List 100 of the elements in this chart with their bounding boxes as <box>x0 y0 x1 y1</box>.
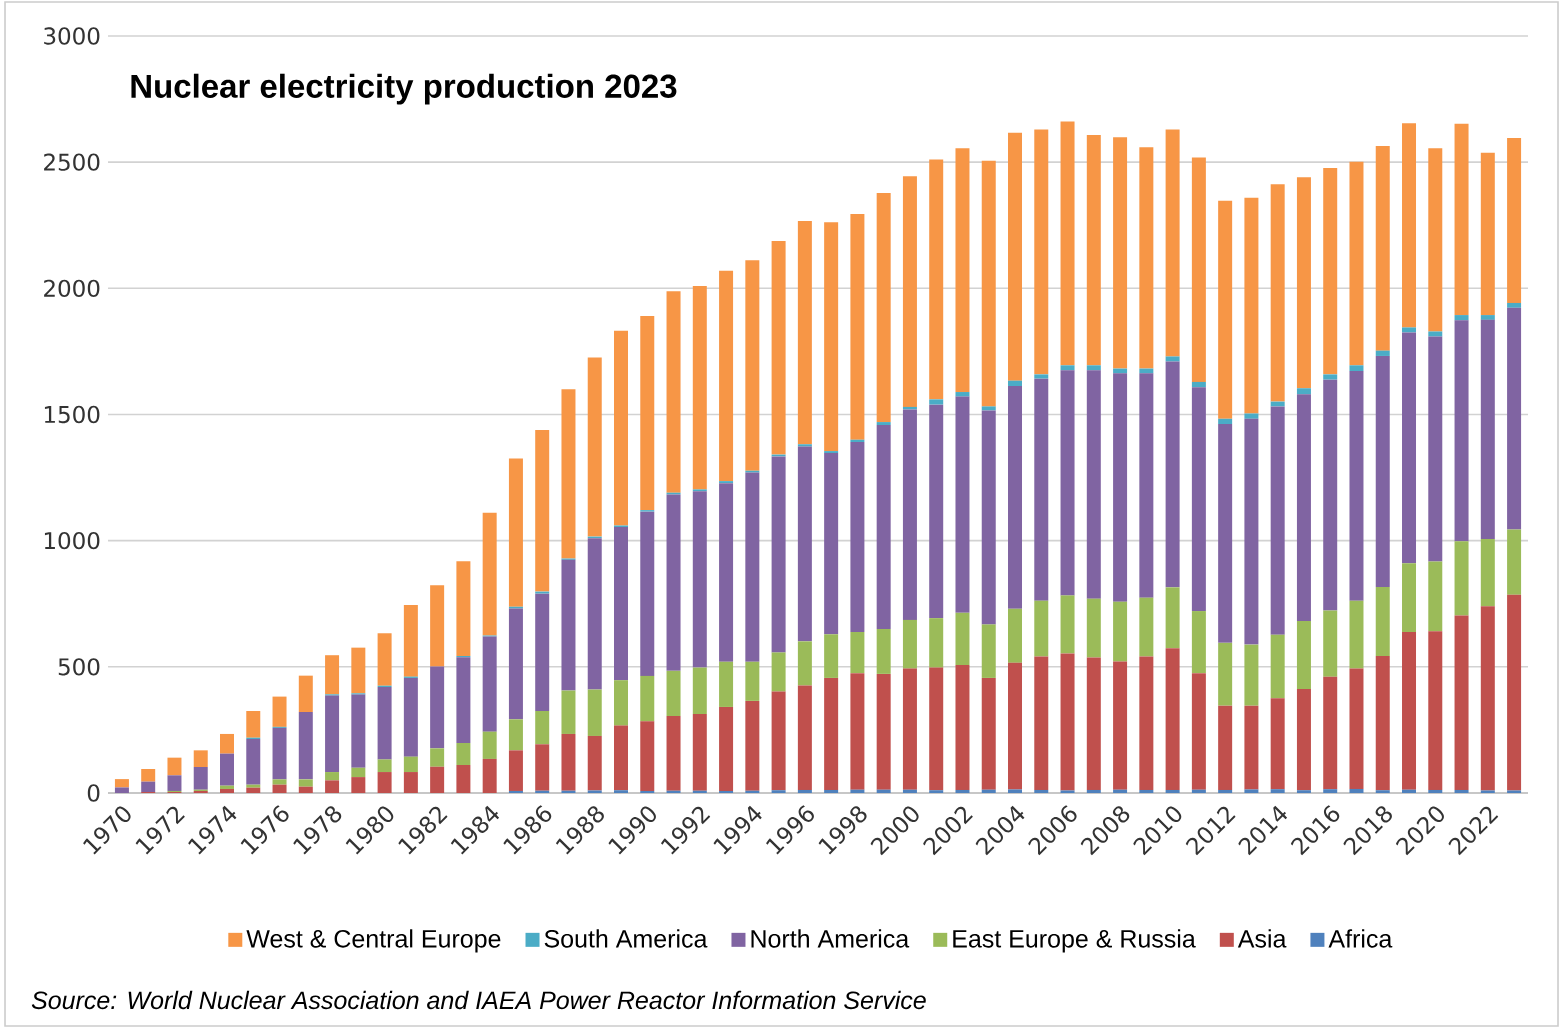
bar <box>876 789 891 793</box>
bar <box>1349 788 1364 793</box>
bar <box>692 714 707 791</box>
bar <box>1323 167 1338 375</box>
bar <box>351 647 366 694</box>
bar <box>1034 378 1049 601</box>
bar <box>272 779 287 785</box>
bar <box>771 652 786 692</box>
bar <box>1349 365 1364 372</box>
bar <box>902 409 917 620</box>
bar <box>508 458 523 607</box>
bar <box>797 220 812 445</box>
bar <box>1139 789 1154 793</box>
bar <box>482 636 497 732</box>
bar <box>929 399 944 405</box>
bar <box>1454 123 1469 316</box>
bar <box>929 790 944 793</box>
bar <box>1244 197 1259 414</box>
bar <box>587 538 602 690</box>
bar <box>955 392 970 397</box>
bar <box>850 213 865 440</box>
bar <box>587 689 602 736</box>
bar <box>1375 350 1390 356</box>
bar <box>1218 424 1233 643</box>
bar <box>377 633 392 686</box>
bar <box>1454 789 1469 793</box>
bar <box>1402 632 1417 790</box>
bar <box>1139 373 1154 598</box>
bar <box>1296 620 1311 690</box>
bar <box>272 727 287 780</box>
bar <box>614 330 628 526</box>
legend-label: West & Central Europe <box>246 929 501 953</box>
bar <box>1034 789 1049 793</box>
bar <box>745 260 760 471</box>
bar <box>561 559 576 691</box>
bar <box>902 176 917 407</box>
bar <box>456 764 471 793</box>
bar <box>719 790 734 793</box>
bar <box>640 316 655 511</box>
bar <box>824 634 839 678</box>
bar <box>1139 147 1154 369</box>
bar <box>876 628 891 674</box>
bar <box>824 789 839 793</box>
bar <box>876 192 891 423</box>
bar <box>1428 148 1443 332</box>
bar <box>981 410 996 625</box>
bar <box>482 731 497 759</box>
bar <box>561 690 576 734</box>
bar <box>272 784 287 793</box>
bar <box>1402 563 1417 632</box>
bar <box>403 677 418 757</box>
bar <box>1454 541 1469 616</box>
bar <box>430 766 445 793</box>
bar <box>1507 790 1522 793</box>
bar <box>902 789 917 793</box>
bar <box>1428 561 1443 632</box>
bar <box>1270 184 1285 402</box>
bar <box>430 748 445 767</box>
bar <box>824 677 839 790</box>
bar <box>745 661 760 701</box>
bar <box>640 721 655 791</box>
bar <box>1165 356 1180 362</box>
bar <box>141 769 156 782</box>
bar <box>1507 137 1522 303</box>
bar <box>587 790 602 793</box>
bar <box>771 691 786 791</box>
bar <box>1323 379 1338 611</box>
bar <box>1270 698 1285 790</box>
bar <box>955 789 970 793</box>
bar <box>430 585 445 667</box>
bar <box>1507 594 1522 791</box>
bar <box>666 494 681 671</box>
bar <box>1296 388 1311 395</box>
bar <box>1454 320 1469 542</box>
bar <box>535 591 550 594</box>
bar <box>955 148 970 393</box>
bar <box>351 767 366 778</box>
bar <box>797 446 812 642</box>
bar <box>1270 634 1285 699</box>
bar <box>1218 200 1233 419</box>
bar <box>508 608 523 720</box>
bar <box>850 442 865 632</box>
bar <box>1402 327 1417 333</box>
bar <box>719 661 734 707</box>
bar <box>1008 385 1023 609</box>
bar <box>298 786 313 793</box>
bar <box>325 695 340 773</box>
bar <box>1296 689 1311 791</box>
bar <box>1244 644 1259 706</box>
bar <box>850 632 865 674</box>
bar <box>614 790 628 793</box>
bar <box>1191 157 1206 382</box>
bar <box>1480 790 1495 793</box>
bar <box>298 711 313 780</box>
bar <box>1428 789 1443 793</box>
bar <box>1139 597 1154 657</box>
bar <box>1191 673 1206 790</box>
bar <box>246 738 261 785</box>
bar <box>1402 789 1417 793</box>
bar <box>1323 374 1338 380</box>
